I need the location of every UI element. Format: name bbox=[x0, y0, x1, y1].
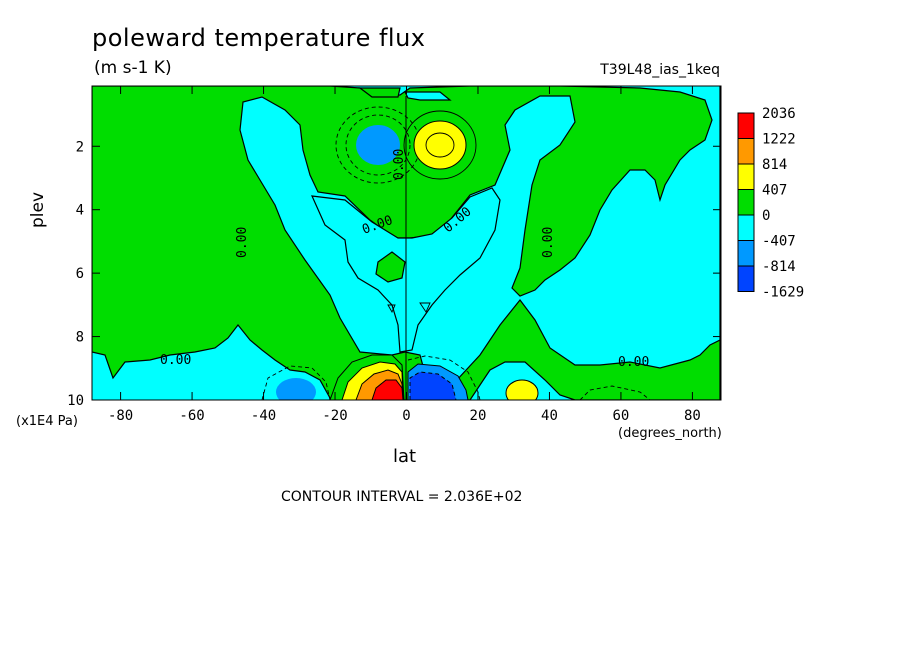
x-tick-label: 20 bbox=[470, 408, 487, 424]
blob-darkblue-lower bbox=[409, 371, 457, 400]
x-axis: -80 -60 -40 -20 0 20 40 60 80 bbox=[108, 86, 701, 424]
x-tick-label: -40 bbox=[251, 408, 276, 424]
colorbar-label: -407 bbox=[762, 234, 796, 250]
x-axis-label: lat bbox=[393, 446, 417, 467]
y-tick-label: 4 bbox=[76, 203, 84, 219]
colorbar-label: 0 bbox=[762, 208, 770, 224]
contour-small-2 bbox=[419, 302, 431, 313]
contour-yellow-upper-2 bbox=[403, 110, 477, 180]
contour-cyan-nh-lower-dash bbox=[579, 385, 651, 400]
plot-area: 0.00 0.00 0.00 0.00 0.00 0.00 0.00 bbox=[92, 86, 721, 400]
colorbar-label: 407 bbox=[762, 183, 787, 199]
colorbar-swatch bbox=[737, 112, 755, 139]
y-tick-label: 2 bbox=[76, 139, 84, 155]
contour-label-1: 0.00 bbox=[160, 353, 191, 368]
field-cyan-top-center bbox=[404, 91, 452, 101]
contour-label-5: 0.00 bbox=[235, 227, 250, 258]
contour-label-7: 0.00 bbox=[392, 149, 407, 180]
x-axis-unit: (degrees_north) bbox=[618, 426, 722, 441]
chart-units: (m s-1 K) bbox=[94, 58, 172, 78]
colorbar-label: -1629 bbox=[762, 285, 804, 301]
colorbar-swatch bbox=[737, 240, 755, 267]
x-tick-label: -80 bbox=[108, 408, 133, 424]
field-green-island bbox=[375, 251, 406, 283]
y-tick-label: 8 bbox=[76, 330, 84, 346]
colorbar-swatch bbox=[737, 214, 755, 241]
y-axis-unit: (x1E4 Pa) bbox=[16, 414, 78, 429]
field-green-top-left bbox=[358, 87, 401, 98]
colorbar-swatch bbox=[737, 138, 755, 165]
contour-interval: CONTOUR INTERVAL = 2.036E+02 bbox=[281, 489, 523, 505]
colorbar-label: 1222 bbox=[762, 132, 796, 148]
colorbar-label: 814 bbox=[762, 157, 787, 173]
blob-blue-sh-lower bbox=[276, 378, 316, 400]
blob-yellow-upper bbox=[413, 120, 467, 170]
x-tick-label: 80 bbox=[684, 408, 701, 424]
y-axis-label: plev bbox=[28, 191, 48, 228]
x-tick-label: 40 bbox=[541, 408, 558, 424]
blob-red-lower bbox=[371, 379, 404, 400]
blob-blue-upper bbox=[356, 125, 400, 165]
x-tick-label: -20 bbox=[322, 408, 347, 424]
colorbar-swatch bbox=[737, 163, 755, 190]
contour-yellow-upper-3 bbox=[425, 132, 455, 158]
run-label: T39L48_ias_1keq bbox=[600, 62, 720, 78]
colorbar-swatch bbox=[737, 189, 755, 216]
y-tick-label: 6 bbox=[76, 266, 84, 282]
x-tick-label: 60 bbox=[613, 408, 630, 424]
field-green-region bbox=[92, 86, 721, 400]
x-tick-label: 0 bbox=[402, 408, 410, 424]
y-tick-label: 10 bbox=[67, 393, 84, 409]
contour-blue-lower-dash bbox=[407, 355, 481, 400]
y-axis: 2 4 6 8 10 bbox=[67, 139, 721, 409]
contour-blue-sh-lower-dash bbox=[261, 365, 331, 400]
colorbar-label: 2036 bbox=[762, 106, 796, 122]
chart-title: poleward temperature flux bbox=[92, 24, 426, 52]
blob-yellow-nh-lower bbox=[505, 379, 539, 400]
contour-small-1 bbox=[387, 304, 396, 314]
contour-blue-upper-dash1 bbox=[345, 114, 411, 176]
contour-label-6: 0.00 bbox=[541, 227, 556, 258]
colorbar: 2036 1222 814 407 0 -407 -814 -1629 bbox=[737, 106, 804, 301]
x-tick-label: -60 bbox=[179, 408, 204, 424]
colorbar-swatch bbox=[737, 265, 755, 292]
colorbar-label: -814 bbox=[762, 259, 796, 275]
contour-label-2: 0.00 bbox=[618, 355, 649, 370]
